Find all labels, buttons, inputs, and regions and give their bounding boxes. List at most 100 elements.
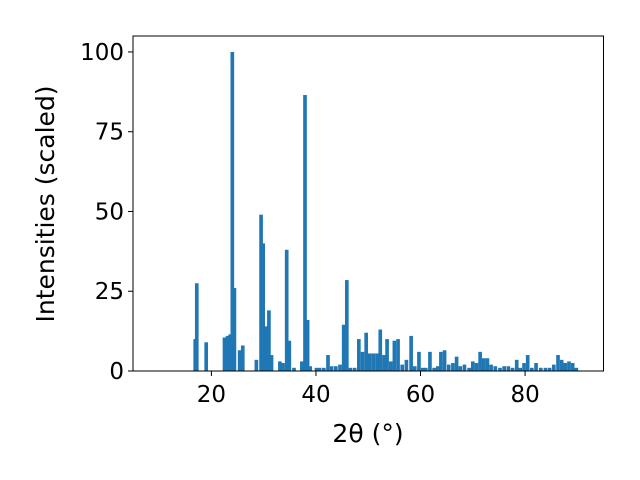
bar: [382, 355, 386, 371]
bar: [428, 351, 432, 371]
bar: [344, 280, 349, 371]
bar: [423, 367, 428, 371]
bar: [348, 367, 353, 371]
bar: [254, 359, 259, 371]
bar: [259, 214, 263, 371]
bar: [538, 367, 543, 371]
bar: [442, 350, 447, 371]
x-tick-label: 60: [406, 382, 435, 408]
bar: [352, 367, 357, 371]
bar: [321, 367, 326, 371]
bar: [284, 249, 289, 371]
bar: [375, 353, 379, 371]
bar: [489, 364, 493, 371]
bar: [281, 363, 285, 371]
bar: [287, 340, 292, 371]
bar: [417, 351, 421, 371]
bar: [567, 361, 571, 371]
bar: [412, 366, 417, 371]
bar: [232, 288, 237, 371]
bar: [334, 366, 338, 371]
bar: [228, 334, 233, 371]
bar: [409, 335, 413, 371]
bar: [204, 342, 209, 371]
y-tick-label: 50: [95, 199, 124, 225]
bar: [478, 351, 482, 371]
bar: [534, 363, 538, 371]
y-axis-ticks: 0 25 50 75 100: [80, 40, 133, 385]
bar: [222, 337, 227, 371]
bar: [510, 367, 515, 371]
bar: [388, 361, 393, 371]
bar: [547, 367, 552, 371]
bar: [240, 345, 245, 371]
bar: [439, 351, 443, 371]
bar: [467, 367, 471, 371]
bar: [502, 366, 507, 371]
bar: [552, 364, 556, 371]
bar: [300, 361, 304, 371]
bar: [225, 335, 230, 371]
bar: [378, 329, 383, 371]
bar: [470, 361, 475, 371]
bar: [454, 356, 459, 371]
bar: [543, 367, 548, 371]
bar: [458, 366, 463, 371]
bar: [432, 367, 436, 371]
bar: [364, 332, 368, 371]
bar: [446, 364, 451, 371]
bar: [237, 350, 242, 371]
bar: [303, 95, 307, 372]
bar: [559, 359, 564, 371]
y-tick-label: 100: [80, 40, 124, 66]
bar: [194, 283, 199, 371]
bar: [481, 358, 486, 371]
bars-group: [193, 51, 579, 372]
bar: [385, 339, 389, 371]
bar: [392, 340, 397, 371]
bar: [305, 319, 310, 371]
bar: [435, 366, 440, 371]
bar: [292, 367, 296, 371]
bar: [278, 361, 282, 371]
bar: [308, 366, 313, 371]
y-tick-label: 75: [95, 120, 124, 146]
bar: [506, 366, 511, 371]
x-tick-label: 20: [197, 382, 226, 408]
bar: [525, 355, 530, 371]
bar: [474, 363, 479, 371]
bar: [357, 339, 361, 371]
bar: [574, 367, 579, 371]
bar: [556, 355, 560, 371]
bar: [371, 353, 376, 371]
y-tick-label: 25: [95, 279, 124, 305]
bar: [230, 51, 235, 371]
y-axis-label: Intensities (scaled): [31, 85, 60, 322]
x-tick-label: 40: [301, 382, 330, 408]
bar: [338, 364, 342, 371]
bar: [462, 364, 467, 371]
bar: [404, 359, 409, 371]
bar: [400, 364, 405, 371]
bar: [498, 367, 502, 371]
bar: [451, 363, 455, 371]
bar: [485, 358, 490, 371]
bar: [518, 367, 523, 371]
bar: [530, 367, 534, 371]
bar: [367, 353, 372, 371]
bar: [420, 367, 425, 371]
bar: [261, 243, 266, 371]
bar: [317, 367, 322, 371]
plot-frame: [132, 35, 604, 372]
bar: [267, 310, 271, 371]
bar: [570, 363, 575, 371]
bar: [269, 355, 274, 371]
bar: [522, 363, 526, 371]
bar: [396, 339, 400, 371]
x-axis-ticks: 20 40 60 80: [197, 371, 540, 408]
bar: [493, 366, 498, 371]
bar: [314, 367, 319, 371]
bar: [563, 363, 568, 371]
bar: [341, 324, 346, 371]
